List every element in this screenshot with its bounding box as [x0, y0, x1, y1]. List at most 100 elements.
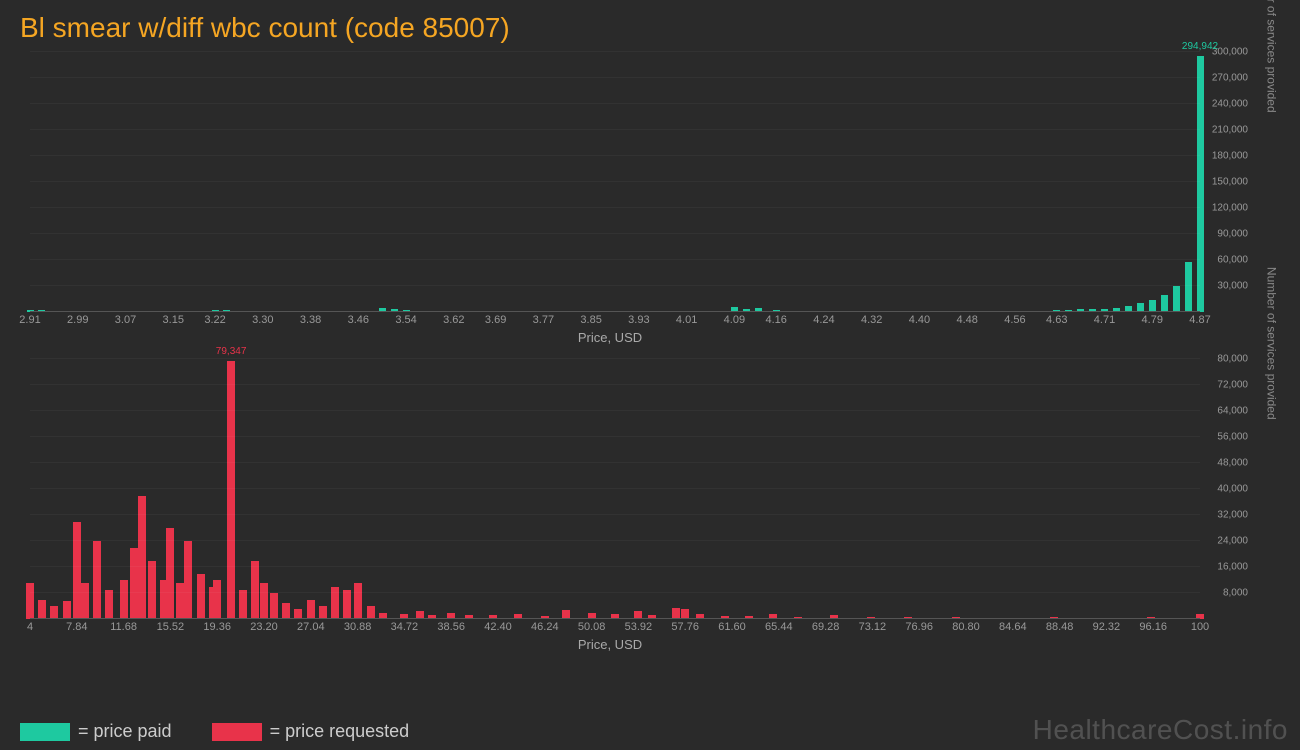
bar [1185, 262, 1192, 312]
xtick-label: 92.32 [1093, 621, 1121, 633]
xtick-label: 100 [1191, 621, 1209, 633]
xtick-label: 4.16 [765, 314, 786, 326]
bar [282, 603, 290, 619]
bar [354, 583, 362, 619]
xtick-label: 4.79 [1142, 314, 1163, 326]
xtick-label: 4.48 [956, 314, 977, 326]
bar [166, 528, 174, 619]
ytick-label: 56,000 [1217, 432, 1248, 443]
bar [105, 590, 113, 619]
bar [93, 541, 101, 619]
xtick-label: 88.48 [1046, 621, 1074, 633]
bar [213, 580, 221, 619]
xtick-label: 3.85 [580, 314, 601, 326]
xtick-label: 34.72 [391, 621, 419, 633]
ytick-label: 210,000 [1212, 125, 1248, 136]
xtick-label: 57.76 [671, 621, 699, 633]
xtick-label: 69.28 [812, 621, 840, 633]
xtick-label: 96.16 [1139, 621, 1167, 633]
xtick-label: 42.40 [484, 621, 512, 633]
bar [73, 522, 81, 620]
xtick-label: 4.71 [1094, 314, 1115, 326]
bar [148, 561, 156, 620]
xtick-label: 4 [27, 621, 33, 633]
ytick-label: 270,000 [1212, 73, 1248, 84]
xtick-label: 3.69 [485, 314, 506, 326]
yaxis-label-2: Number of services provided [1265, 267, 1279, 420]
xtick-label: 7.84 [66, 621, 87, 633]
legend-label-requested: = price requested [270, 721, 410, 742]
bar [81, 583, 89, 619]
bar [260, 583, 268, 619]
xtick-label: 4.63 [1046, 314, 1067, 326]
xtick-label: 4.01 [676, 314, 697, 326]
xtick-label: 61.60 [718, 621, 746, 633]
legend: = price paid = price requested [20, 721, 409, 742]
xtick-label: 11.68 [110, 621, 137, 633]
xtick-label: 84.64 [999, 621, 1027, 633]
xtick-label: 4.24 [813, 314, 834, 326]
chart-price-paid: Number of services provided 30,00060,000… [20, 52, 1280, 349]
bar [176, 583, 184, 619]
legend-item-requested: = price requested [212, 721, 410, 742]
xtick-label: 15.52 [157, 621, 185, 633]
xtick-label: 27.04 [297, 621, 325, 633]
xtick-label: 4.87 [1189, 314, 1210, 326]
chart-price-requested: Number of services provided 8,00016,0002… [20, 359, 1280, 656]
peak-label: 79,347 [216, 346, 247, 357]
xtick-label: 65.44 [765, 621, 793, 633]
bar [251, 561, 259, 620]
ytick-label: 180,000 [1212, 151, 1248, 162]
bar [130, 548, 138, 620]
xtick-label: 3.54 [395, 314, 416, 326]
yaxis-label-1: Number of services provided [1265, 0, 1279, 113]
xtick-label: 3.46 [348, 314, 369, 326]
xtick-label: 3.22 [204, 314, 225, 326]
ytick-label: 80,000 [1217, 354, 1248, 365]
ytick-label: 16,000 [1217, 562, 1248, 573]
xtick-label: 3.38 [300, 314, 321, 326]
ytick-label: 90,000 [1217, 229, 1248, 240]
ytick-label: 48,000 [1217, 458, 1248, 469]
xtick-label: 50.08 [578, 621, 606, 633]
bar [1173, 286, 1180, 312]
xtick-label: 3.15 [163, 314, 184, 326]
watermark: HealthcareCost.info [1033, 714, 1288, 746]
bar [307, 600, 315, 620]
xtick-label: 73.12 [859, 621, 887, 633]
bar [184, 541, 192, 619]
xtick-label: 38.56 [437, 621, 465, 633]
ytick-label: 30,000 [1217, 281, 1248, 292]
xtick-label: 76.96 [905, 621, 933, 633]
xtick-label: 53.92 [625, 621, 653, 633]
xtick-label: 4.09 [724, 314, 745, 326]
xaxis-label-1: Price, USD [20, 330, 1200, 349]
bar [1161, 295, 1168, 312]
bar [63, 601, 71, 619]
legend-swatch-paid [20, 723, 70, 741]
xtick-label: 3.93 [628, 314, 649, 326]
page-title: Bl smear w/diff wbc count (code 85007) [0, 0, 1300, 52]
bar [38, 600, 46, 620]
bar [227, 361, 235, 619]
xtick-label: 30.88 [344, 621, 372, 633]
ytick-label: 120,000 [1212, 203, 1248, 214]
ytick-label: 8,000 [1223, 588, 1248, 599]
xtick-label: 23.20 [250, 621, 278, 633]
legend-swatch-requested [212, 723, 262, 741]
xtick-label: 3.62 [443, 314, 464, 326]
xtick-label: 2.91 [19, 314, 40, 326]
bar [270, 593, 278, 619]
legend-label-paid: = price paid [78, 721, 172, 742]
xtick-label: 4.56 [1004, 314, 1025, 326]
bar [239, 590, 247, 619]
xtick-label: 3.07 [115, 314, 136, 326]
ytick-label: 240,000 [1212, 99, 1248, 110]
xtick-label: 19.36 [203, 621, 231, 633]
peak-label: 294,942 [1182, 41, 1218, 52]
ytick-label: 64,000 [1217, 406, 1248, 417]
bar [197, 574, 205, 620]
bar [26, 583, 34, 619]
ytick-label: 60,000 [1217, 255, 1248, 266]
xtick-label: 80.80 [952, 621, 980, 633]
